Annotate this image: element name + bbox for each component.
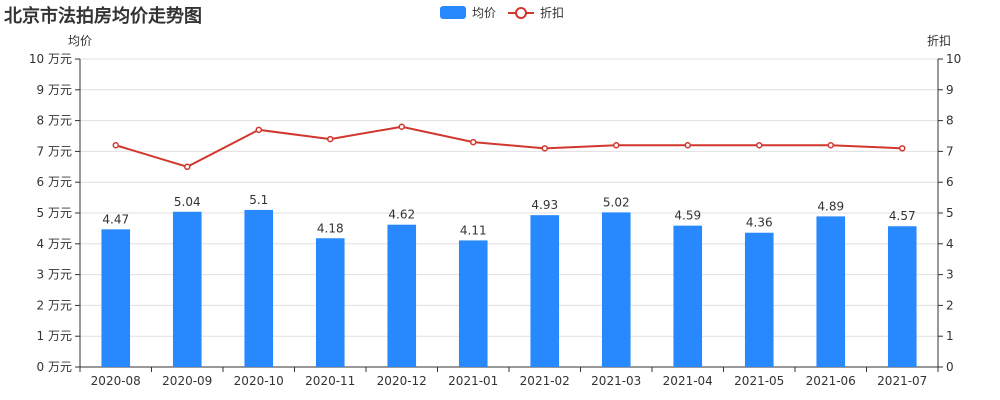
y-right-tick-label: 5 [946, 206, 954, 220]
chart-title: 北京市法拍房均价走势图 [4, 6, 202, 27]
bar-avg-price [816, 216, 846, 367]
line-point-discount [684, 141, 691, 149]
y-right-tick-label: 9 [946, 83, 954, 97]
line-point-discount [899, 145, 906, 152]
bar-data-label: 4.57 [889, 209, 916, 223]
legend-item-discount[interactable]: 折扣 [508, 4, 564, 21]
bar-data-label: 4.62 [388, 208, 415, 222]
bar-data-label: 4.36 [746, 216, 773, 230]
x-tick-label: 2021-07 [877, 374, 927, 388]
line-point-discount [398, 123, 405, 131]
bar-avg-price [172, 211, 202, 367]
legend-label-discount: 折扣 [540, 6, 565, 20]
x-tick-label: 2020-10 [234, 374, 284, 388]
x-tick-label: 2020-08 [91, 374, 141, 388]
legend-line-swatch [508, 6, 535, 19]
x-tick-label: 2020-11 [305, 374, 355, 388]
x-tick-label: 2020-12 [377, 374, 427, 388]
y-right-tick-label: 10 [946, 52, 961, 66]
legend-bar-swatch [440, 6, 466, 19]
line-point-discount [541, 145, 548, 152]
bar-avg-price [315, 238, 345, 367]
x-tick-label: 2021-02 [520, 374, 570, 388]
bar-avg-price [601, 212, 631, 367]
line-point-discount [470, 138, 477, 146]
chart-legend: 均价 折扣 [440, 4, 576, 21]
y-left-axis-name: 均价 [68, 34, 93, 48]
x-tick-label: 2021-03 [591, 374, 641, 388]
y-left-tick-label: 6 万元 [37, 175, 72, 189]
bar-data-label: 4.11 [460, 223, 487, 237]
y-left-tick-label: 0 万元 [37, 360, 72, 374]
legend-item-avg-price[interactable]: 均价 [440, 4, 496, 21]
bar-avg-price [244, 209, 274, 367]
y-left-tick-label: 10 万元 [29, 52, 72, 66]
bar-data-label: 4.47 [102, 212, 129, 226]
y-right-tick-label: 1 [946, 329, 954, 343]
bar-avg-price [530, 215, 560, 367]
y-right-tick-label: 7 [946, 144, 954, 158]
line-point-discount [327, 135, 334, 143]
legend-label-avg-price: 均价 [472, 6, 497, 20]
bar-avg-price [744, 232, 774, 367]
x-tick-label: 2020-09 [162, 374, 212, 388]
y-left-tick-label: 5 万元 [37, 206, 72, 220]
line-point-discount [756, 141, 763, 149]
line-point-discount [255, 126, 262, 134]
line-discount [115, 125, 903, 168]
y-left-tick-label: 4 万元 [37, 237, 72, 251]
y-right-axis-name: 折扣 [927, 34, 952, 48]
y-right-tick-label: 6 [946, 175, 954, 189]
bar-data-label: 4.18 [317, 221, 344, 235]
bar-data-label: 5.02 [603, 195, 630, 209]
y-left-tick-label: 2 万元 [37, 298, 72, 312]
y-right-tick-label: 0 [946, 360, 954, 374]
y-left-tick-label: 3 万元 [37, 268, 72, 282]
bar-data-label: 4.93 [531, 198, 558, 212]
y-right-tick-label: 3 [946, 268, 954, 282]
line-point-discount [827, 141, 834, 149]
bar-data-label: 5.1 [249, 193, 268, 207]
line-point-discount [112, 141, 119, 149]
x-tick-label: 2021-06 [806, 374, 856, 388]
y-left-tick-label: 1 万元 [37, 329, 72, 343]
bar-data-label: 4.59 [674, 209, 701, 223]
bar-avg-price [887, 226, 917, 367]
y-right-tick-label: 4 [946, 237, 954, 251]
y-left-tick-label: 8 万元 [37, 114, 72, 128]
y-right-tick-label: 8 [946, 114, 954, 128]
bar-avg-price [387, 224, 417, 367]
y-left-tick-label: 7 万元 [37, 144, 72, 158]
bar-avg-price [458, 240, 488, 367]
line-point-discount [613, 141, 620, 149]
y-left-tick-label: 9 万元 [37, 83, 72, 97]
line-point-discount [184, 163, 191, 171]
y-right-tick-label: 2 [946, 298, 954, 312]
bar-data-label: 5.04 [174, 195, 201, 209]
x-tick-label: 2021-01 [448, 374, 498, 388]
bar-avg-price [101, 229, 131, 367]
x-tick-label: 2021-05 [734, 374, 784, 388]
bar-avg-price [673, 225, 703, 367]
x-tick-label: 2021-04 [663, 374, 713, 388]
bar-data-label: 4.89 [817, 199, 844, 213]
